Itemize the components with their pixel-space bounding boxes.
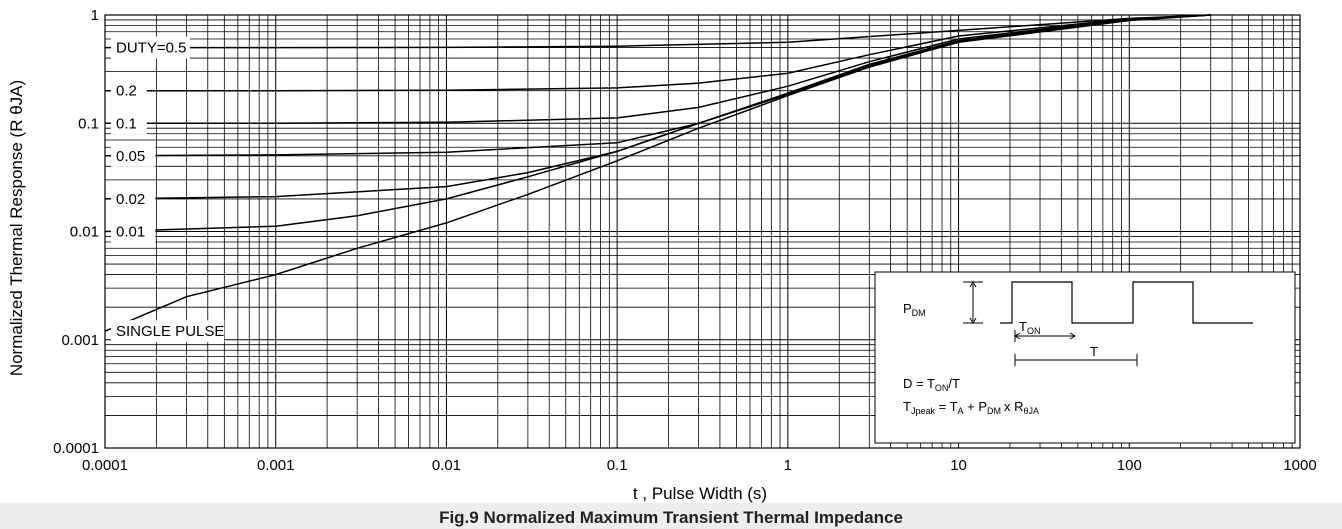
y-tick-label: 0.0001 bbox=[53, 440, 99, 457]
x-tick-label: 0.0001 bbox=[82, 457, 128, 474]
series-line bbox=[104, 14, 1211, 200]
x-tick-label: 0.01 bbox=[432, 457, 461, 474]
y-tick-label: 0.1 bbox=[78, 115, 99, 132]
y-tick-label: 1 bbox=[91, 7, 99, 24]
series-line bbox=[105, 14, 1211, 125]
x-tick-label: 0.001 bbox=[257, 457, 295, 474]
y-tick-label: 0.01 bbox=[70, 224, 99, 241]
pulse-waveform bbox=[1000, 281, 1253, 324]
series-label-bg bbox=[111, 320, 225, 343]
thermal-impedance-chart: DUTY=0.5 0.2 0.1 0.05 0.02 0.01 SINGLE PULSE 0… bbox=[7, 7, 1317, 503]
series-line bbox=[104, 14, 1211, 332]
series-label: 0.02 bbox=[111, 187, 156, 210]
series-line bbox=[104, 14, 1211, 233]
x-tick-label: 1000 bbox=[1283, 457, 1316, 474]
series-label-text: 0.2 bbox=[116, 83, 137, 100]
series-label-bg bbox=[111, 36, 190, 59]
series-label: DUTY=0.5 bbox=[111, 36, 190, 59]
series-label: 0.1 bbox=[111, 112, 147, 135]
tjpeak-equation: TJpeak = TA + PDM x RθJA bbox=[903, 399, 1039, 416]
series-label-bg bbox=[111, 144, 156, 167]
series-label-text: 0.02 bbox=[116, 191, 145, 208]
series-label: SINGLE PULSE bbox=[111, 320, 225, 343]
pdm-arrow-heads bbox=[969, 281, 977, 324]
inset-box bbox=[874, 271, 1296, 444]
ton-label: TON bbox=[1019, 319, 1040, 336]
series-label-bg bbox=[111, 112, 147, 135]
x-tick-label: 100 bbox=[1117, 457, 1142, 474]
grid-lines bbox=[104, 15, 1300, 449]
y-tick-label: 0.001 bbox=[61, 332, 99, 349]
period-label: T bbox=[1090, 344, 1098, 359]
figure-caption: Fig.9 Normalized Maximum Transient Therm… bbox=[439, 508, 903, 527]
x-tick-label: 1 bbox=[784, 457, 792, 474]
series-label-text: SINGLE PULSE bbox=[116, 323, 224, 340]
y-axis-label: Normalized Thermal Response (R θJA) bbox=[7, 80, 26, 376]
series-label-bg bbox=[111, 220, 156, 243]
x-tick-label: 10 bbox=[950, 457, 967, 474]
series-label-text: 0.01 bbox=[116, 224, 145, 241]
tick-labels: 0.0001 0.001 0.01 0.1 1 10 100 1000 1 0.1 0.01 0.00… bbox=[53, 7, 1317, 474]
series-line bbox=[105, 14, 1211, 49]
pdm-label: PDM bbox=[903, 301, 926, 318]
series-label: 0.01 bbox=[111, 220, 156, 243]
series-label-bg bbox=[111, 79, 147, 102]
series-line bbox=[105, 14, 1211, 92]
series-labels: DUTY=0.5 0.2 0.1 0.05 0.02 0.01 SINGLE PULSE bbox=[111, 36, 225, 343]
series-label: 0.05 bbox=[111, 144, 156, 167]
duty-equation: D = TON/T bbox=[903, 376, 960, 393]
series-label-text: 0.05 bbox=[116, 148, 145, 165]
curve-group bbox=[104, 14, 1211, 332]
series-label-text: DUTY=0.5 bbox=[116, 40, 186, 57]
x-axis-label: t , Pulse Width (s) bbox=[633, 484, 767, 503]
series-label: 0.2 bbox=[111, 79, 147, 102]
series-label-bg bbox=[111, 187, 156, 210]
caption-bar bbox=[0, 503, 1342, 529]
x-tick-label: 0.1 bbox=[607, 457, 628, 474]
duty-cycle-inset: PDM TON T D = TON/T TJpeak = TA + PDM x R… bbox=[874, 271, 1296, 444]
series-label-text: 0.1 bbox=[116, 115, 137, 132]
